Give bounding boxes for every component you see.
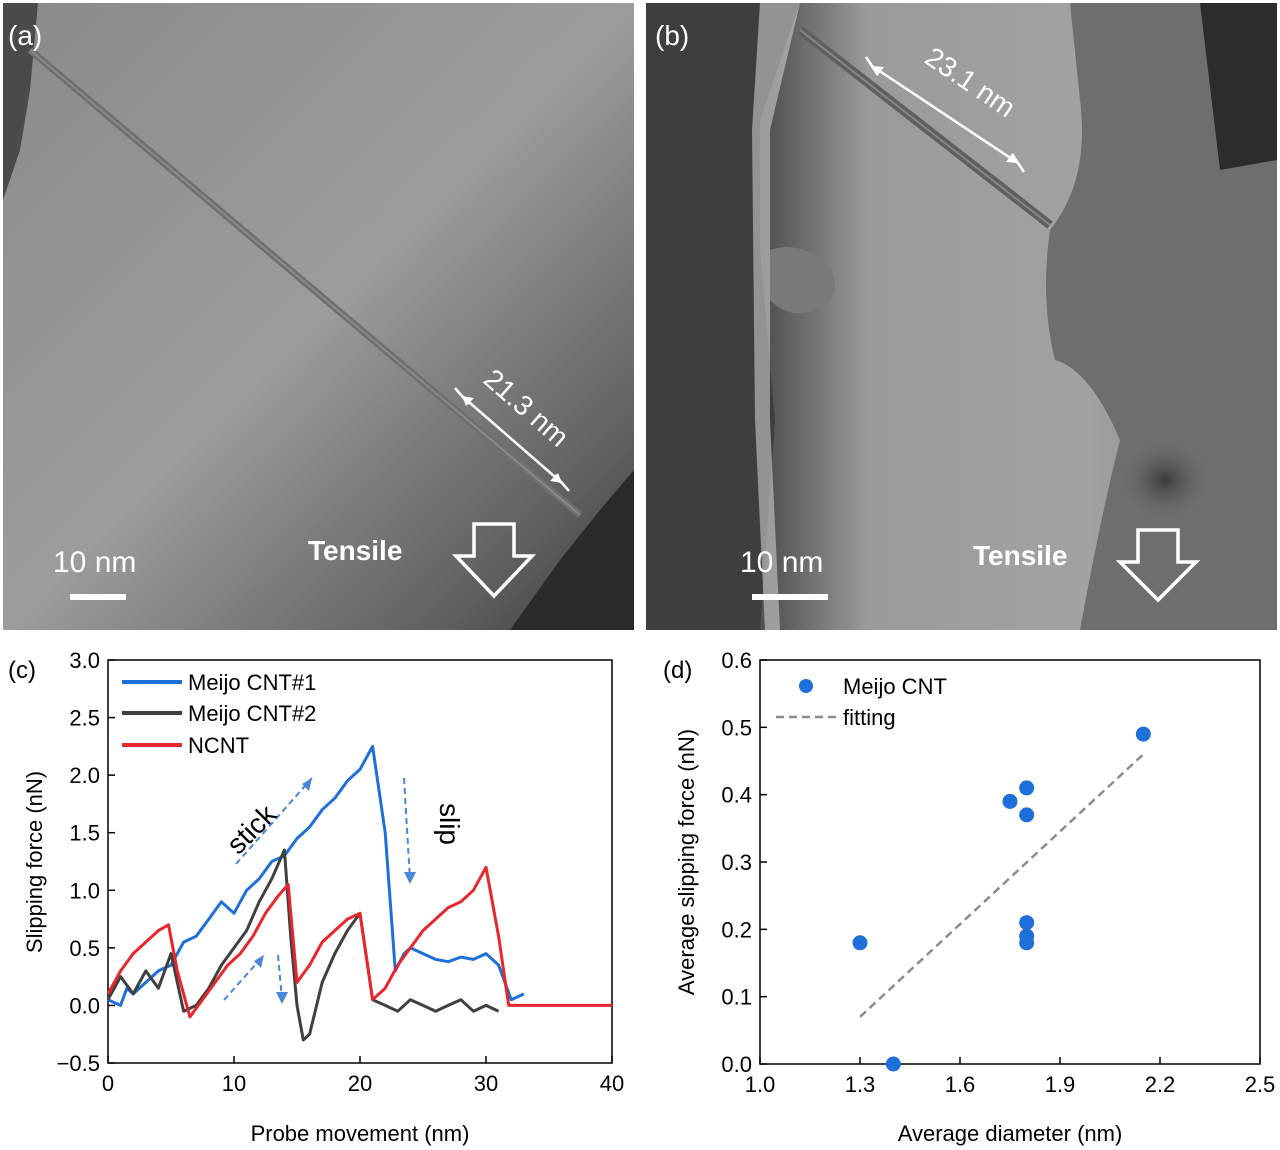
slip-arrow-2: [277, 954, 283, 1001]
scatter-point: [1135, 726, 1151, 742]
x-tick-label: 1.9: [1045, 1072, 1076, 1097]
chart-c-ticks: 0 10 20 30 40 −0.5 0.0 0.5 1.0 1.5 2.0 2.5 3.0: [57, 648, 625, 1096]
y-tick-label: 3.0: [69, 648, 100, 673]
legend-marker-meijo: [799, 679, 813, 693]
x-tick-label: 10: [222, 1071, 246, 1096]
scatter-point: [852, 935, 868, 951]
panel-label-b: (b): [655, 20, 689, 51]
series-line-meijo-cnt-2: [106, 848, 500, 1042]
y-tick-label: 2.0: [69, 763, 100, 788]
y-tick-label: −0.5: [57, 1051, 100, 1076]
chart-c-annotations: stick slip: [221, 777, 465, 1004]
slip-arrow-1: [403, 777, 411, 881]
chart-d-xlabel: Average diameter (nm): [898, 1121, 1123, 1146]
small-particle-b: [770, 247, 835, 314]
scatter-point: [885, 1056, 901, 1072]
scale-bar-label-b: 10 nm: [740, 546, 823, 579]
stick-arrow-1-head: [302, 778, 312, 791]
chart-d: (d) 1.0 1.3 1.6 1.9 2.2 2.5 0.0 0.1 0.2 0.3 0.4 0.5…: [663, 648, 1275, 1146]
y-tick-label: 1.0: [69, 878, 100, 903]
y-tick-label: 0.0: [69, 993, 100, 1018]
y-tick-label: 1.5: [69, 821, 100, 846]
x-tick-label: 0: [102, 1071, 114, 1096]
y-tick-label: 0.5: [69, 936, 100, 961]
dark-region-b: [1200, 3, 1277, 170]
scatter-point: [1002, 793, 1018, 809]
scatter-point: [1019, 807, 1035, 823]
legend-label-meijo2: Meijo CNT#2: [188, 701, 316, 726]
slip-label: slip: [434, 803, 465, 845]
panel-b-image: 23.1 nm (b) 10 nm Tensile: [646, 3, 1277, 630]
stick-label: stick: [221, 798, 283, 860]
panel-a-image: 21.3 nm (a) 10 nm Tensile: [3, 3, 634, 630]
left-particle-edge-b: [752, 3, 800, 630]
fitting-line: [859, 753, 1145, 1018]
chart-d-panel-label: (d): [663, 657, 692, 684]
chart-c-frame: [107, 659, 613, 1064]
x-tick-label: 1.6: [945, 1072, 976, 1097]
y-tick-label: 0.2: [721, 917, 752, 942]
nanotube-core-b: [799, 29, 1051, 226]
scatter-point: [1019, 935, 1035, 951]
legend-label-ncnt: NCNT: [188, 733, 249, 758]
chart-d-frame: [759, 659, 1261, 1065]
legend-label-fitting: fitting: [843, 705, 896, 730]
scale-bar-label-a: 10 nm: [53, 546, 136, 579]
tensile-arrow-icon-b: [1115, 528, 1201, 603]
series-line-meijo-cnt-1: [107, 744, 525, 1007]
y-tick-label: 0.3: [721, 850, 752, 875]
chart-d-legend: Meijo CNT fitting: [776, 674, 947, 730]
chart-d-ticks: 1.0 1.3 1.6 1.9 2.2 2.5 0.0 0.1 0.2 0.3 0.4 0.5 0.6: [721, 648, 1275, 1097]
slip-arrow-2-head: [276, 992, 288, 1004]
chart-c-legend: Meijo CNT#1 Meijo CNT#2 NCNT: [122, 670, 316, 758]
series-line-ncnt: [106, 865, 612, 1019]
bottom-right-particle: [510, 470, 634, 630]
x-tick-label: 30: [474, 1071, 498, 1096]
chart-c-series: [106, 744, 612, 1042]
y-tick-label: 0.1: [721, 985, 752, 1010]
slip-arrow-1-head: [404, 872, 416, 884]
tem-background: [3, 3, 634, 630]
stick-arrow-2-head: [254, 955, 264, 968]
y-tick-label: 0.0: [721, 1052, 752, 1077]
chart-c: (c) 0 10 20 30 40 −0.5 0.0 0.5 1.0 1.5 2.0 2.5 3.0 s…: [8, 648, 624, 1146]
chart-d-ylabel: Average slipping force (nN): [674, 729, 699, 995]
x-tick-label: 40: [600, 1071, 624, 1096]
x-tick-label: 20: [348, 1071, 372, 1096]
legend-label-meijo1: Meijo CNT#1: [188, 670, 316, 695]
x-tick-label: 2.2: [1145, 1072, 1176, 1097]
y-tick-label: 2.5: [69, 706, 100, 731]
scatter-point: [1019, 780, 1035, 796]
scale-bar-a: [70, 594, 126, 600]
tensile-label-b: Tensile: [973, 540, 1067, 571]
x-tick-label: 2.5: [1245, 1072, 1276, 1097]
tensile-arrow-icon-a: [451, 522, 537, 599]
chart-c-xlabel: Probe movement (nm): [251, 1121, 470, 1146]
nanotube-core: [29, 49, 581, 516]
measure-arrow-a: [454, 387, 570, 492]
measure-arrow-b: [864, 56, 1026, 173]
y-tick-label: 0.4: [721, 783, 752, 808]
y-tick-label: 0.5: [721, 715, 752, 740]
scale-bar-b: [752, 594, 828, 600]
chart-c-panel-label: (c): [8, 657, 36, 684]
y-tick-label: 0.6: [721, 648, 752, 673]
legend-label-meijo: Meijo CNT: [843, 674, 947, 699]
panel-label-a: (a): [8, 20, 42, 51]
stick-arrow-1: [235, 777, 313, 865]
scatter-point: [1019, 915, 1035, 931]
x-tick-label: 1.3: [845, 1072, 876, 1097]
x-tick-label: 1.0: [745, 1072, 776, 1097]
tensile-label-a: Tensile: [308, 535, 402, 566]
dark-blob-b: [1120, 440, 1210, 520]
chart-c-ylabel: Slipping force (nN): [22, 771, 47, 953]
chart-d-series: [852, 726, 1151, 1072]
